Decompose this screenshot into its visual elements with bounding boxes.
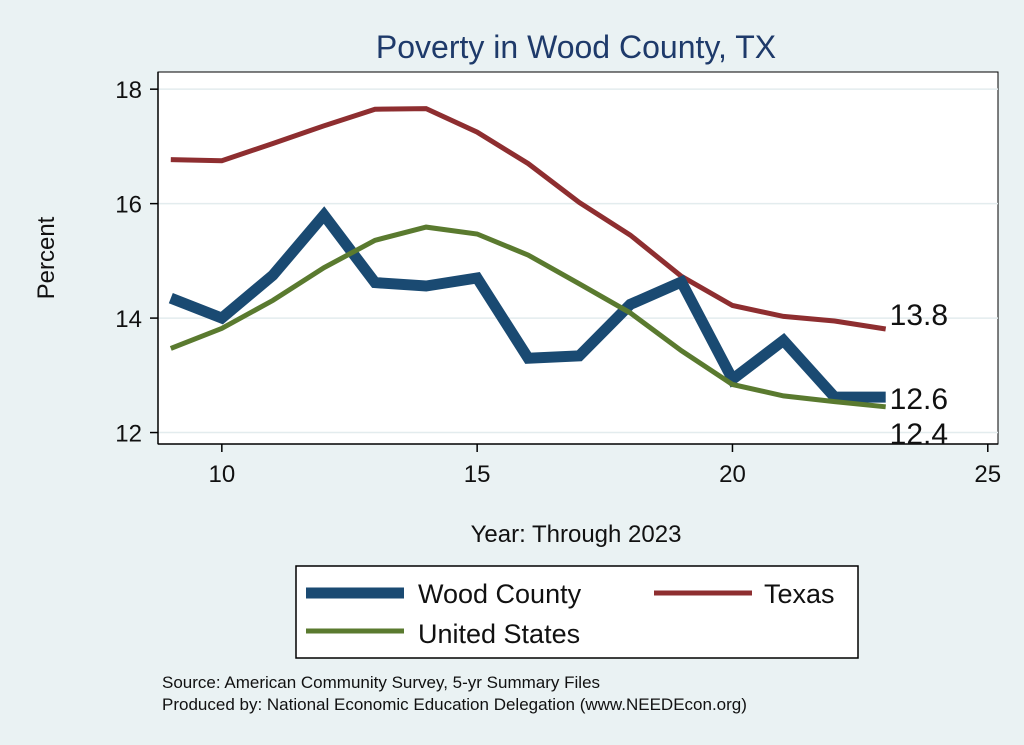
- source-note: Source: American Community Survey, 5-yr …: [162, 673, 600, 692]
- x-axis-title: Year: Through 2023: [471, 521, 682, 548]
- y-tick-label: 16: [115, 192, 142, 219]
- series-line-united-states: [169, 224, 886, 410]
- y-tick-label: 12: [115, 421, 142, 448]
- series-line-wood-county: [168, 206, 886, 403]
- legend: Wood County Texas United States: [295, 565, 859, 659]
- x-tick-label: 20: [719, 461, 746, 488]
- end-label-united-states: 12.4: [890, 418, 948, 451]
- end-label-texas: 13.8: [890, 299, 948, 332]
- legend-label-wood-county: Wood County: [418, 579, 582, 609]
- producer-note: Produced by: National Economic Education…: [162, 695, 747, 714]
- x-tick-label: 10: [208, 461, 235, 488]
- x-tick-label: 25: [974, 461, 1001, 488]
- series-line-texas: [170, 106, 887, 332]
- axes: 12 14 16 18 10 15 20 25: [115, 72, 1001, 488]
- legend-box: [295, 565, 859, 659]
- y-axis-title: Percent: [33, 216, 60, 299]
- legend-label-texas: Texas: [764, 579, 835, 609]
- y-tick-label: 18: [115, 77, 142, 104]
- legend-label-united-states: United States: [418, 619, 580, 649]
- series-lines: [168, 106, 887, 410]
- x-tick-label: 15: [464, 461, 491, 488]
- chart-title: Poverty in Wood County, TX: [376, 29, 776, 65]
- end-label-wood-county: 12.6: [890, 383, 948, 416]
- end-labels: 12.6 13.8 12.4: [890, 299, 948, 451]
- y-tick-label: 14: [115, 306, 142, 333]
